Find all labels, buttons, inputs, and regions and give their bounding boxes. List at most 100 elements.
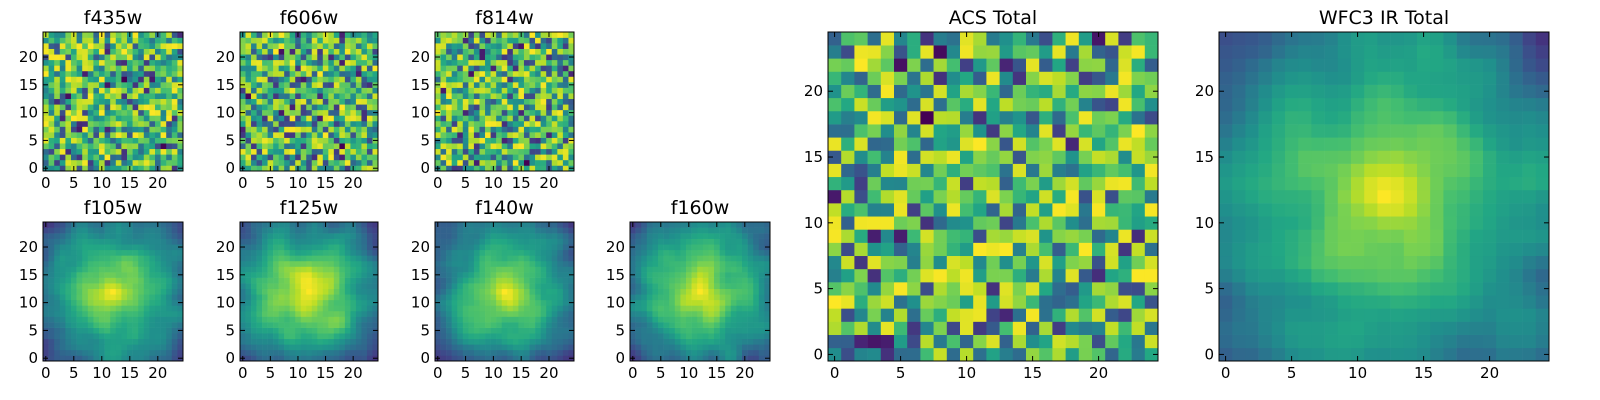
heatmap-cell (99, 349, 105, 356)
heatmap-cell (132, 255, 139, 262)
heatmap-cell (273, 104, 279, 111)
heatmap-cell (171, 316, 178, 323)
heatmap-cell (1052, 229, 1066, 243)
heatmap-cell (48, 233, 55, 239)
heatmap-cell (138, 115, 145, 122)
heatmap-cell (160, 316, 167, 323)
heatmap-cell (468, 43, 475, 49)
heatmap-cell (512, 70, 519, 77)
heatmap-cell (462, 249, 469, 256)
heatmap-cell (462, 115, 469, 122)
heatmap-cell (54, 333, 61, 340)
heatmap-cell (54, 87, 61, 94)
heatmap-cell (127, 260, 133, 267)
axes-frame (239, 221, 379, 362)
heatmap-cell (93, 132, 100, 138)
heatmap-cell (946, 347, 961, 362)
heatmap-cell (110, 120, 117, 127)
heatmap-cell (551, 98, 558, 105)
heatmap-cell (719, 305, 726, 312)
heatmap-cell (328, 322, 335, 328)
heatmap-cell (646, 227, 653, 234)
heatmap-cell (344, 165, 351, 172)
heatmap-cell (322, 109, 329, 116)
heatmap-cell (166, 338, 173, 345)
heatmap-cell (867, 321, 882, 335)
heatmap-cell (110, 294, 117, 301)
heatmap-cell (512, 294, 519, 301)
heatmap-cell (920, 216, 934, 230)
heatmap-cell (652, 272, 659, 278)
heatmap-cell (462, 233, 469, 239)
heatmap-cell (680, 310, 687, 317)
heatmap-cell (278, 283, 285, 290)
heatmap-cell (328, 48, 335, 55)
heatmap-cell (160, 260, 167, 267)
heatmap-cell (568, 310, 575, 317)
heatmap-cell (702, 222, 709, 228)
heatmap-cell (479, 322, 486, 328)
heatmap-cell (333, 109, 340, 116)
heatmap-cell (366, 349, 373, 356)
heatmap-cell (273, 37, 279, 44)
heatmap-cell (76, 48, 83, 55)
heatmap-cell (462, 43, 469, 49)
heatmap-cell (1012, 295, 1027, 309)
heatmap-cell (48, 54, 55, 61)
heatmap-cell (143, 305, 150, 312)
heatmap-cell (747, 272, 754, 278)
heatmap-cell (708, 327, 715, 334)
heatmap-cell (65, 244, 72, 251)
heatmap-cell (99, 137, 105, 144)
heatmap-cell (557, 272, 564, 278)
heatmap-cell (473, 165, 480, 172)
heatmap-cell (986, 282, 1000, 296)
heatmap-cell (110, 255, 117, 262)
heatmap-cell (87, 37, 94, 44)
heatmap-cell (306, 154, 313, 161)
heatmap-cell (177, 104, 184, 111)
heatmap-cell (289, 227, 296, 234)
heatmap-cell (289, 120, 296, 127)
heatmap-cell (440, 283, 447, 290)
heatmap-cell (328, 310, 335, 317)
heatmap-cell (295, 132, 302, 138)
heatmap-cell (764, 305, 771, 312)
heatmap-cell (518, 249, 525, 256)
heatmap-cell (468, 109, 475, 116)
heatmap-cell (306, 283, 313, 290)
heatmap-cell (691, 333, 698, 340)
heatmap-cell (446, 104, 452, 111)
heatmap-cell (311, 227, 318, 234)
heatmap-cell (562, 159, 569, 166)
heatmap-cell (295, 249, 302, 256)
heatmap-cell (82, 65, 89, 72)
heatmap-cell (473, 277, 480, 284)
heatmap-cell (366, 333, 373, 340)
heatmap-cell (540, 65, 547, 72)
heatmap-cell (278, 126, 285, 133)
heatmap-cell (473, 327, 480, 334)
x-tick-label: 10 (92, 364, 111, 382)
heatmap-cell (1131, 229, 1146, 243)
heatmap-cell (54, 288, 61, 295)
heatmap-cell (557, 137, 564, 144)
heatmap-cell (518, 154, 525, 161)
heatmap-cell (529, 87, 536, 94)
heatmap-cell (355, 222, 362, 228)
heatmap-cell (87, 266, 94, 273)
heatmap-cell (462, 98, 469, 105)
heatmap-cell (339, 132, 346, 138)
heatmap-cell (496, 48, 503, 55)
heatmap-cell (557, 260, 564, 267)
heatmap-cell (557, 233, 564, 239)
heatmap-cell (160, 54, 167, 61)
heatmap-cell (1144, 242, 1159, 257)
heatmap-cell (630, 305, 636, 312)
heatmap-cell (339, 283, 346, 290)
heatmap-cell (322, 82, 329, 88)
heatmap-cell (841, 321, 855, 335)
heatmap-cell (93, 165, 100, 172)
heatmap-cell (551, 148, 558, 155)
heatmap-cell (758, 238, 765, 245)
